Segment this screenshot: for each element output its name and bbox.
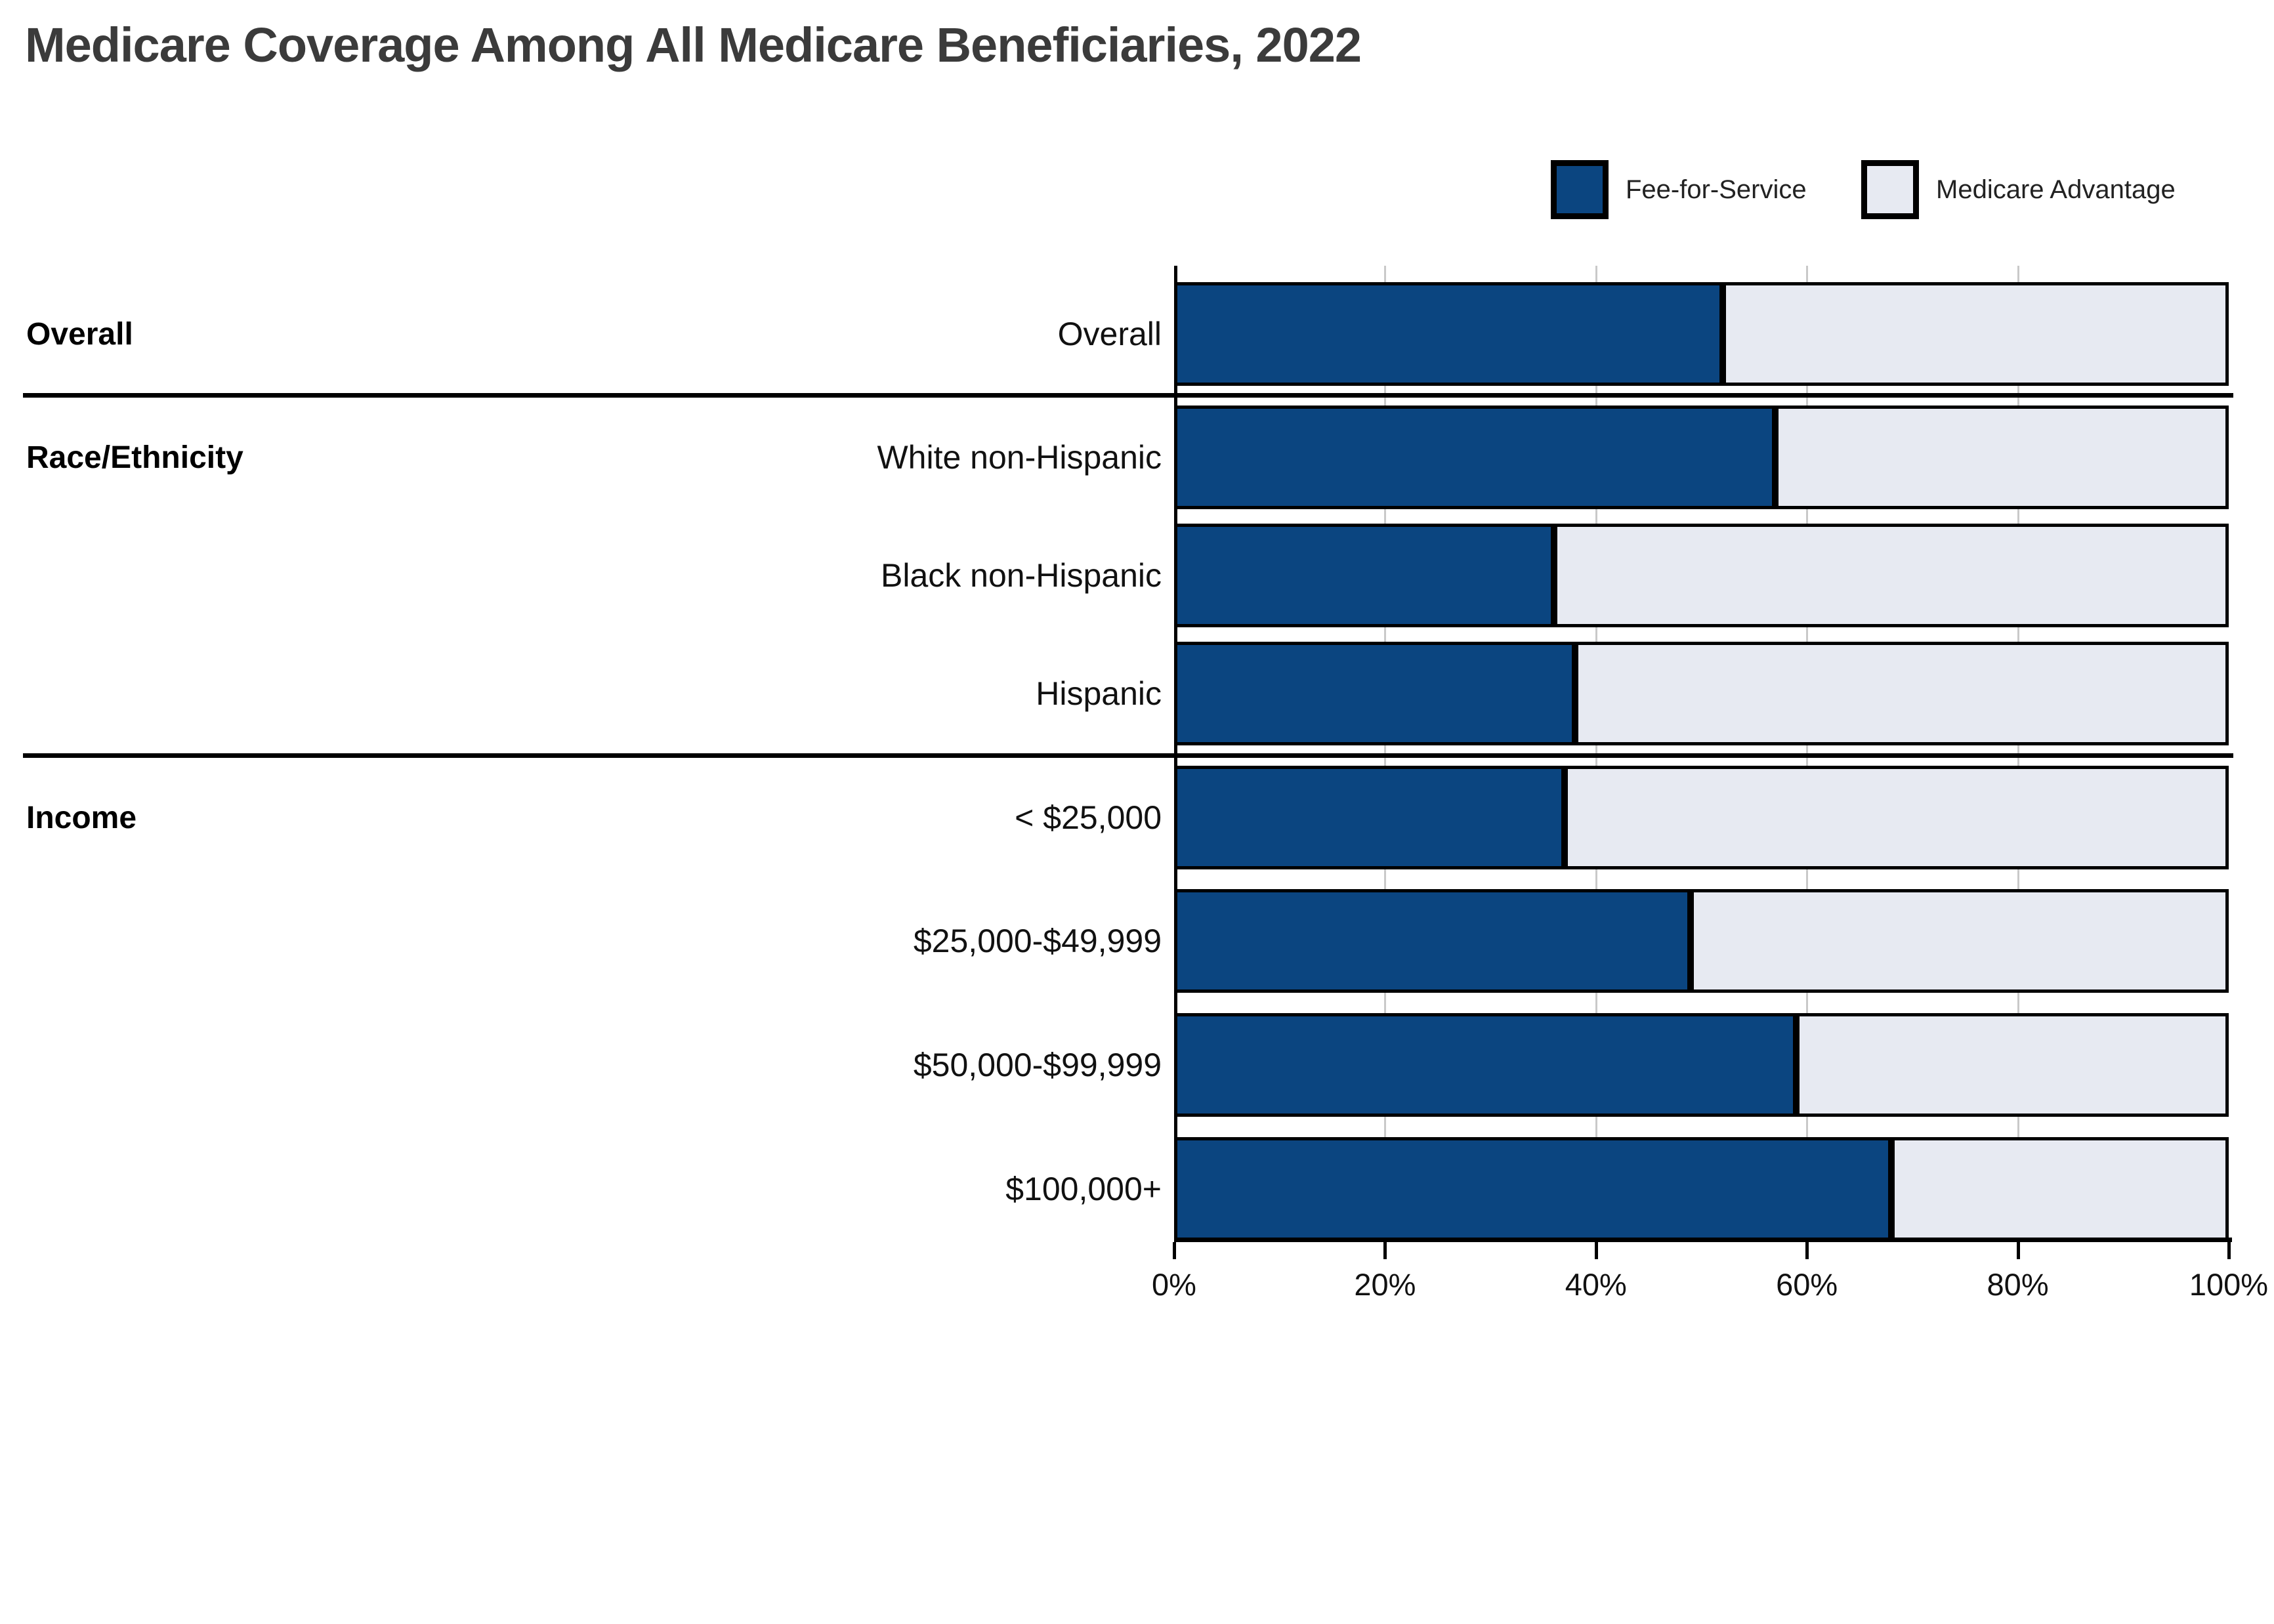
bar-segment-fee-for-service bbox=[1174, 642, 1575, 745]
x-tick-label: 0% bbox=[1152, 1267, 1196, 1302]
group-label-race-ethnicity: Race/Ethnicity bbox=[26, 440, 243, 475]
bar-segment-fee-for-service bbox=[1174, 406, 1775, 509]
x-tick bbox=[2016, 1242, 2020, 1259]
x-axis-line bbox=[1174, 1238, 2232, 1242]
gridline bbox=[2017, 266, 2019, 1238]
x-tick-label: 20% bbox=[1354, 1267, 1416, 1302]
bar-segment-medicare-advantage bbox=[1775, 406, 2229, 509]
legend-swatch-medicare-advantage bbox=[1861, 160, 1919, 219]
x-tick-label: 100% bbox=[2189, 1267, 2269, 1302]
bar-segment-medicare-advantage bbox=[1796, 1013, 2229, 1117]
bar-segment-medicare-advantage bbox=[1691, 889, 2229, 993]
x-tick-label: 60% bbox=[1776, 1267, 1838, 1302]
bar-segment-fee-for-service bbox=[1174, 1137, 1891, 1241]
bar-segment-medicare-advantage bbox=[1723, 282, 2229, 386]
row-label: < $25,000 bbox=[1015, 799, 1162, 836]
x-tick-label: 80% bbox=[1987, 1267, 2049, 1302]
x-tick bbox=[1383, 1242, 1387, 1259]
x-tick-label: 40% bbox=[1565, 1267, 1627, 1302]
x-tick bbox=[1805, 1242, 1809, 1259]
gridline bbox=[1595, 266, 1597, 1238]
bar-segment-medicare-advantage bbox=[1891, 1137, 2229, 1241]
bar-segment-medicare-advantage bbox=[1554, 524, 2229, 627]
bar-segment-fee-for-service bbox=[1174, 1013, 1796, 1117]
y-axis-line bbox=[1174, 266, 1177, 1242]
legend-item-fee-for-service: Fee-for-Service bbox=[1551, 159, 1807, 220]
legend-label-fee-for-service: Fee-for-Service bbox=[1626, 175, 1807, 204]
row-label: White non-Hispanic bbox=[877, 439, 1162, 476]
bar-segment-fee-for-service bbox=[1174, 766, 1565, 869]
legend-item-medicare-advantage: Medicare Advantage bbox=[1861, 159, 2176, 220]
bar-segment-medicare-advantage bbox=[1575, 642, 2229, 745]
bar-segment-fee-for-service bbox=[1174, 282, 1723, 386]
group-label-overall: Overall bbox=[26, 316, 133, 352]
row-label: Black non-Hispanic bbox=[881, 557, 1162, 594]
gridline bbox=[1806, 266, 1809, 1238]
legend-label-medicare-advantage: Medicare Advantage bbox=[1936, 175, 2176, 204]
group-label-income: Income bbox=[26, 800, 137, 835]
x-tick bbox=[2227, 1242, 2231, 1259]
row-label: $100,000+ bbox=[1005, 1171, 1162, 1207]
legend-swatch-fee-for-service bbox=[1551, 160, 1609, 219]
row-label: Overall bbox=[1057, 316, 1162, 352]
x-tick bbox=[1594, 1242, 1598, 1259]
x-tick bbox=[1173, 1242, 1176, 1259]
row-label: $25,000-$49,999 bbox=[913, 923, 1162, 959]
row-label: Hispanic bbox=[1036, 675, 1162, 712]
row-label: $50,000-$99,999 bbox=[913, 1047, 1162, 1083]
bar-segment-fee-for-service bbox=[1174, 524, 1554, 627]
gridline bbox=[1384, 266, 1387, 1238]
section-separator bbox=[23, 753, 2233, 758]
bar-segment-medicare-advantage bbox=[1565, 766, 2229, 869]
chart-title: Medicare Coverage Among All Medicare Ben… bbox=[25, 18, 1362, 72]
section-separator bbox=[23, 393, 2233, 398]
bar-segment-fee-for-service bbox=[1174, 889, 1691, 993]
